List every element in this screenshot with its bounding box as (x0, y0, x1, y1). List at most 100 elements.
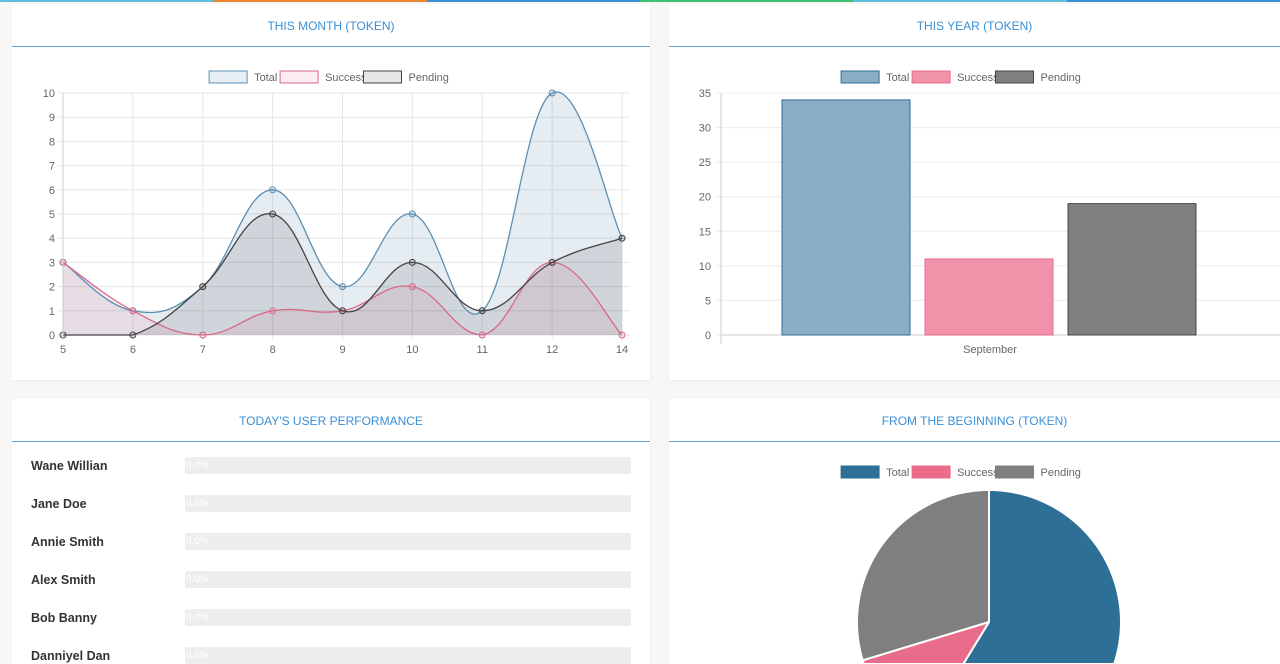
progress-label: 0.0% (186, 460, 209, 471)
y-tick-label: 30 (699, 123, 711, 135)
y-tick-label: 8 (49, 136, 55, 148)
progress-label: 0.0% (186, 650, 209, 661)
legend-swatch-pending (363, 70, 402, 84)
series-line-success (62, 261, 623, 336)
y-tick-label: 25 (699, 157, 711, 169)
legend-swatch-success (911, 465, 951, 479)
strip-segment (853, 0, 1067, 2)
y-tick-label: 7 (49, 161, 55, 173)
x-tick-label: September (963, 344, 1017, 356)
legend-swatch-pending (995, 70, 1034, 84)
card-title: FROM THE BEGINNING (TOKEN) (669, 399, 1280, 442)
y-tick-label: 4 (49, 233, 55, 245)
legend-label-pending: Pending (1041, 72, 1081, 84)
y-tick-label: 5 (49, 209, 55, 221)
data-point-total (408, 210, 416, 218)
progress-bar: 0.0% (185, 495, 631, 512)
legend-label-pending: Pending (1041, 467, 1081, 479)
legend-swatch-total (208, 70, 248, 84)
this-year-bar-chart: 0 5 10 15 20 25 30 35 September Total Success Pendi… (699, 70, 1280, 356)
legend-label-success: Success (325, 72, 367, 84)
x-tick-label: 5 (60, 344, 66, 356)
data-point-pending (548, 258, 556, 266)
progress-label: 0.0% (186, 536, 209, 547)
performance-row: Jane Doe 0.0% (12, 495, 650, 512)
strip-segment (640, 0, 854, 2)
performance-row: Alex Smith 0.0% (12, 571, 650, 588)
legend-label-pending: Pending (409, 72, 449, 84)
performance-row: Annie Smith 0.0% (12, 533, 650, 550)
data-point-success (129, 307, 137, 315)
data-point-total (339, 283, 346, 291)
card-title: TODAY'S USER PERFORMANCE (12, 399, 650, 442)
pie-slice-pending (856, 489, 990, 662)
y-tick-label: 2 (49, 282, 55, 294)
bar-pending (1067, 203, 1197, 336)
y-tick-label: 15 (699, 226, 711, 238)
performance-row: Bob Banny 0.0% (12, 609, 650, 626)
x-tick-label: 12 (546, 344, 558, 356)
y-tick-label: 6 (49, 185, 55, 197)
y-tick-label: 1 (49, 306, 55, 318)
from-beginning-pie-chart: Total Success Pending (840, 465, 1122, 664)
legend-label-success: Success (957, 467, 999, 479)
pie-slice-total (962, 489, 1122, 664)
x-tick-label: 6 (130, 344, 136, 356)
bar-total (781, 99, 911, 336)
x-tick-label: 11 (477, 344, 488, 356)
series-area-pending (63, 213, 622, 335)
strip-segment (426, 0, 640, 2)
y-tick-label: 5 (705, 295, 711, 307)
legend-swatch-total (840, 465, 880, 479)
data-point-pending (269, 210, 277, 218)
legend-label-total: Total (886, 467, 909, 479)
strip-segment (0, 0, 214, 2)
x-tick-label: 9 (339, 344, 345, 356)
y-tick-label: 35 (699, 88, 711, 100)
progress-label: 0.0% (186, 612, 209, 623)
performance-row: Wane Willian 0.0% (12, 457, 650, 474)
progress-bar: 0.0% (185, 647, 631, 664)
data-point-pending (618, 234, 626, 242)
progress-label: 0.0% (186, 574, 209, 585)
user-name: Danniyel Dan (31, 649, 111, 663)
user-performance-card: TODAY'S USER PERFORMANCE Wane Willian 0.… (12, 399, 650, 664)
this-year-card: THIS YEAR (TOKEN) 0 5 10 15 20 25 30 35 Septembe… (669, 4, 1280, 380)
performance-row: Danniyel Dan 0.0% (12, 647, 650, 664)
legend-label-success: Success (957, 72, 999, 84)
strip-segment (213, 0, 427, 2)
x-tick-label: 14 (616, 344, 628, 356)
legend-swatch-success (911, 70, 951, 84)
strip-segment (1066, 0, 1280, 2)
series-line-pending (63, 213, 623, 336)
progress-bar: 0.0% (185, 457, 631, 474)
user-name: Alex Smith (31, 573, 96, 587)
data-point-success (618, 331, 626, 339)
y-tick-label: 10 (699, 261, 711, 273)
y-tick-label: 20 (699, 192, 711, 204)
user-name: Annie Smith (31, 535, 104, 549)
card-title: THIS MONTH (TOKEN) (12, 4, 650, 47)
user-name: Jane Doe (31, 497, 87, 511)
data-point-pending (408, 258, 416, 266)
bar-success (924, 258, 1054, 336)
x-tick-label: 8 (270, 344, 276, 356)
y-tick-label: 3 (49, 257, 55, 269)
data-point-pending (478, 307, 486, 315)
data-point-success (408, 283, 416, 291)
this-month-card: THIS MONTH (TOKEN) 0 1 2 3 4 5 6 7 8 9 10 5 6 7 8 9 10 11… (12, 4, 650, 380)
series-area-success (63, 262, 622, 335)
x-tick-label: 7 (200, 344, 206, 356)
progress-bar: 0.0% (185, 571, 631, 588)
y-tick-label: 10 (43, 88, 55, 100)
legend-swatch-success (279, 70, 319, 84)
legend-label-total: Total (886, 72, 909, 84)
y-tick-label: 0 (705, 330, 711, 342)
series-area-total (63, 91, 622, 335)
series-line-total (62, 91, 623, 315)
legend-label-total: Total (254, 72, 277, 84)
legend-swatch-pending (995, 465, 1034, 479)
legend-swatch-total (840, 70, 880, 84)
y-tick-label: 0 (49, 330, 55, 342)
